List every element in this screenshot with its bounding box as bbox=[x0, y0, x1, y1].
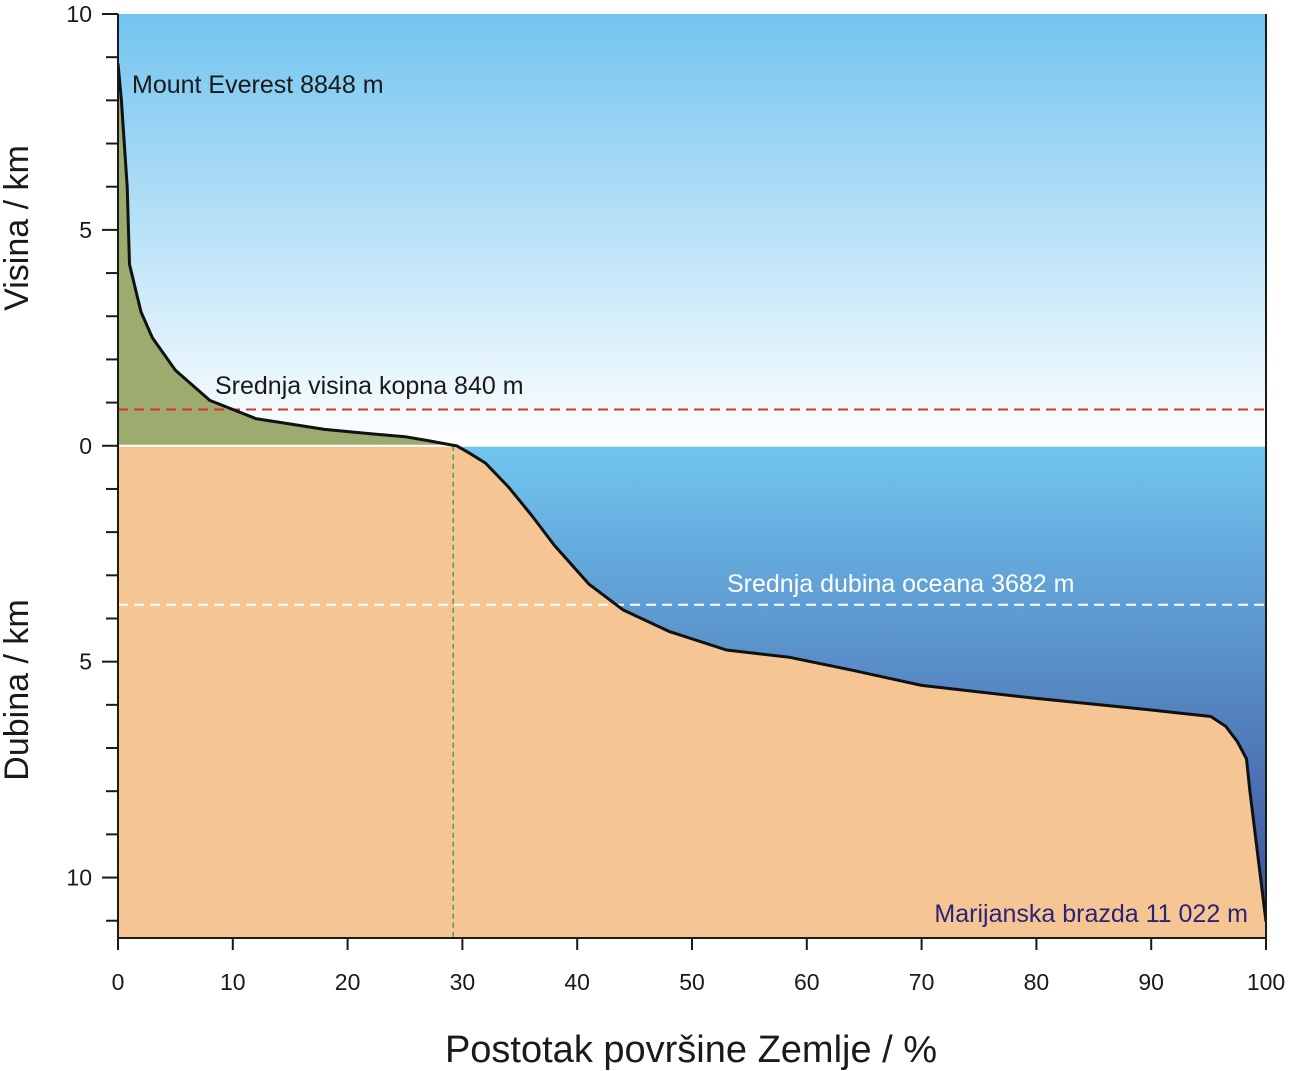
x-tick-label: 80 bbox=[1024, 969, 1050, 995]
y-tick-label: 10 bbox=[66, 1, 92, 27]
x-tick-label: 0 bbox=[112, 969, 125, 995]
x-axis-title: Postotak površine Zemlje / % bbox=[445, 1029, 937, 1071]
y-axis-title-upper: Visina / km bbox=[0, 145, 36, 311]
y-tick-label: 5 bbox=[79, 217, 92, 243]
everest-annotation: Mount Everest 8848 m bbox=[132, 71, 384, 99]
tick-marks bbox=[102, 13, 1267, 950]
x-tick-label: 50 bbox=[679, 969, 705, 995]
x-tick-label: 20 bbox=[335, 969, 361, 995]
hypsometric-curve bbox=[118, 63, 1266, 922]
x-tick-label: 90 bbox=[1138, 969, 1164, 995]
mean-land-annotation: Srednja visina kopna 840 m bbox=[215, 372, 524, 400]
mean-ocean-annotation: Srednja dubina oceana 3682 m bbox=[727, 570, 1075, 598]
sky-background bbox=[118, 14, 1266, 446]
x-tick-label: 40 bbox=[564, 969, 590, 995]
seabed-area bbox=[118, 445, 1266, 938]
x-tick-label: 30 bbox=[450, 969, 476, 995]
y-tick-label: 0 bbox=[79, 433, 92, 459]
y-axis-title-lower: Dubina / km bbox=[0, 599, 36, 780]
x-tick-label: 60 bbox=[794, 969, 820, 995]
x-tick-label: 100 bbox=[1247, 969, 1285, 995]
y-tick-label: 10 bbox=[66, 865, 92, 891]
x-tick-label: 70 bbox=[909, 969, 935, 995]
land-area bbox=[118, 63, 457, 446]
y-tick-label: 5 bbox=[79, 649, 92, 675]
trench-annotation: Marijanska brazda 11 022 m bbox=[934, 900, 1248, 928]
x-tick-label: 10 bbox=[220, 969, 246, 995]
